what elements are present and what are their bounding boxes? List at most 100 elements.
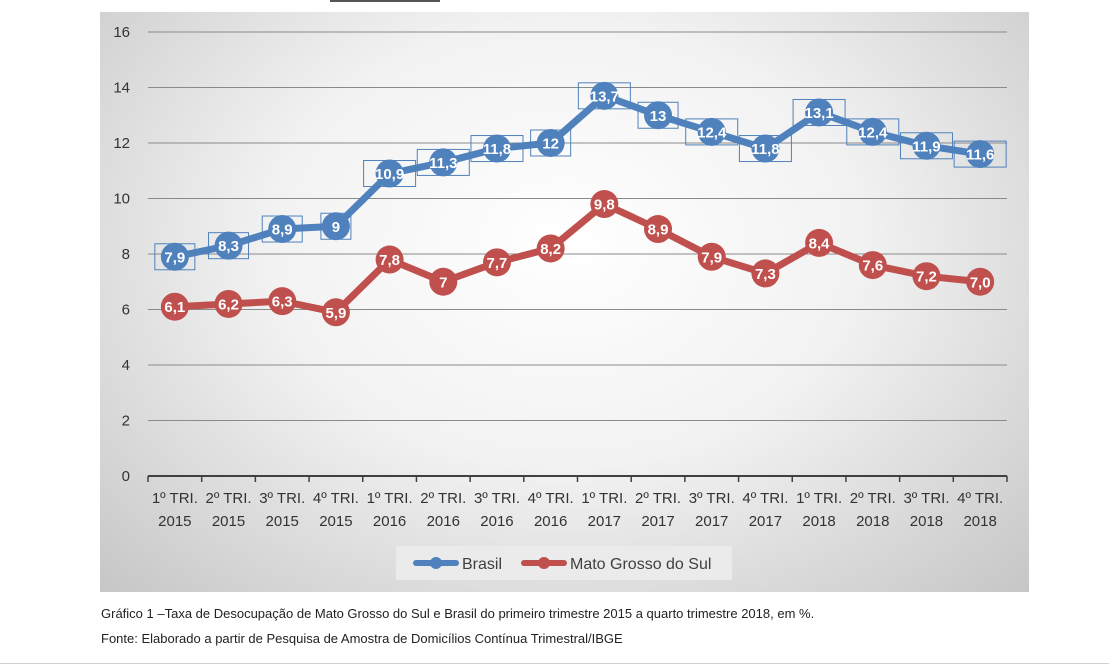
point-marker [966, 140, 995, 169]
label-box [530, 129, 572, 157]
data-label: 7,9 [701, 249, 722, 266]
data-label: 13 [650, 108, 667, 125]
point-marker [697, 242, 726, 271]
y-tick-label: 2 [122, 413, 130, 430]
point-marker [214, 289, 243, 318]
legend: Brasil Mato Grosso do Sul [396, 546, 732, 580]
data-point: 11,6 [953, 140, 1007, 169]
x-tick-label-year: 2017 [749, 513, 782, 530]
label-box [261, 215, 303, 243]
data-label: 6,2 [218, 296, 239, 313]
x-tick-label-quarter: 4º TRI. [528, 490, 574, 507]
data-point: 7,7 [482, 248, 511, 277]
data-point: 10,9 [363, 159, 417, 188]
x-tick-label-quarter: 2º TRI. [206, 490, 252, 507]
chart-area: 0 2 4 6 8 10 12 14 16 1º TRI. 2015 2º TRI. 2015 3º TR… [100, 12, 1029, 592]
label-box [320, 212, 352, 240]
label-box [208, 232, 250, 260]
label-box [154, 243, 196, 271]
x-tick-label-year: 2015 [158, 513, 191, 530]
data-label: 7,3 [755, 266, 776, 283]
x-tick-label-year: 2016 [373, 513, 406, 530]
legend-label: Mato Grosso do Sul [570, 556, 711, 573]
data-label: 8,9 [272, 222, 293, 239]
data-label: 5,9 [325, 305, 346, 322]
x-tick-label-year: 2016 [427, 513, 460, 530]
label-layer: 7,9 8,3 8,9 9 10,9 11,3 11,8 12 13,7 13 12,4 11,8 13… [154, 81, 1007, 327]
data-point: 11,3 [416, 148, 470, 177]
data-point: 13,7 [577, 81, 631, 110]
series-line-brasil [171, 92, 984, 261]
point-marker [160, 292, 189, 321]
data-label: 8,3 [218, 238, 239, 255]
x-tick-label-quarter: 3º TRI. [689, 490, 735, 507]
label-box [470, 135, 524, 163]
x-tick-label-quarter: 1º TRI. [152, 490, 198, 507]
data-point: 9,8 [590, 190, 619, 219]
x-tick-label-year: 2018 [963, 513, 996, 530]
series-layer [171, 92, 984, 316]
data-label: 13,7 [590, 88, 619, 105]
data-point: 7,9 [154, 242, 196, 271]
y-tick-label: 14 [113, 80, 130, 97]
page-divider [0, 663, 1109, 664]
data-label: 7,7 [487, 255, 508, 272]
point-marker [751, 259, 780, 288]
data-label: 7,9 [164, 249, 185, 266]
label-box [685, 118, 739, 146]
data-label: 11,3 [429, 155, 457, 172]
label-box [416, 148, 470, 176]
data-label: 9,8 [594, 197, 615, 214]
data-point: 11,9 [899, 131, 953, 160]
x-tick-label-quarter: 1º TRI. [581, 490, 627, 507]
data-point: 8,2 [536, 234, 565, 263]
data-point: 5,9 [321, 298, 350, 327]
data-label: 13,1 [804, 105, 833, 122]
data-point: 6,1 [160, 292, 189, 321]
data-label: 11,9 [912, 138, 940, 155]
data-label: 11,8 [483, 141, 511, 158]
label-box [792, 98, 846, 126]
x-tick-label-quarter: 2º TRI. [420, 490, 466, 507]
point-marker [697, 117, 726, 146]
data-point: 7,9 [697, 242, 726, 271]
y-tick-label: 10 [113, 191, 130, 208]
data-label: 12,4 [697, 124, 727, 141]
data-label: 9 [332, 219, 340, 236]
data-label: 12,4 [858, 124, 888, 141]
x-tick-label-year: 2017 [641, 513, 674, 530]
x-tick-label-year: 2015 [319, 513, 352, 530]
label-box [899, 132, 953, 160]
point-marker [912, 131, 941, 160]
point-marker [321, 298, 350, 327]
point-marker [590, 190, 619, 219]
data-label: 6,3 [272, 294, 293, 311]
data-label: 8,2 [540, 241, 561, 258]
data-point: 7,8 [375, 245, 404, 274]
x-tick-label-quarter: 1º TRI. [796, 490, 842, 507]
data-point: 7 [429, 267, 458, 296]
label-box [953, 140, 1007, 168]
data-point: 6,3 [268, 287, 297, 316]
point-marker [858, 117, 887, 146]
point-marker [590, 81, 619, 110]
legend-item: Mato Grosso do Sul [521, 556, 711, 573]
data-label: 8,9 [648, 222, 669, 239]
point-marker [966, 267, 995, 296]
legend-swatch-marker [430, 557, 442, 569]
data-point: 7,2 [912, 262, 941, 291]
data-point: 13 [637, 101, 679, 130]
data-label: 7,8 [379, 252, 400, 269]
data-point: 12 [530, 129, 572, 157]
y-tick-label: 6 [122, 302, 130, 319]
point-marker [751, 134, 780, 163]
data-label: 7,6 [862, 258, 883, 275]
label-box [637, 101, 679, 129]
x-tick-label-year: 2017 [588, 513, 621, 530]
label-box [738, 135, 792, 163]
data-point: 7,3 [751, 259, 780, 288]
point-marker [268, 287, 297, 316]
point-marker [482, 134, 511, 163]
y-tick-label: 8 [122, 246, 130, 263]
data-label: 12 [542, 136, 559, 153]
